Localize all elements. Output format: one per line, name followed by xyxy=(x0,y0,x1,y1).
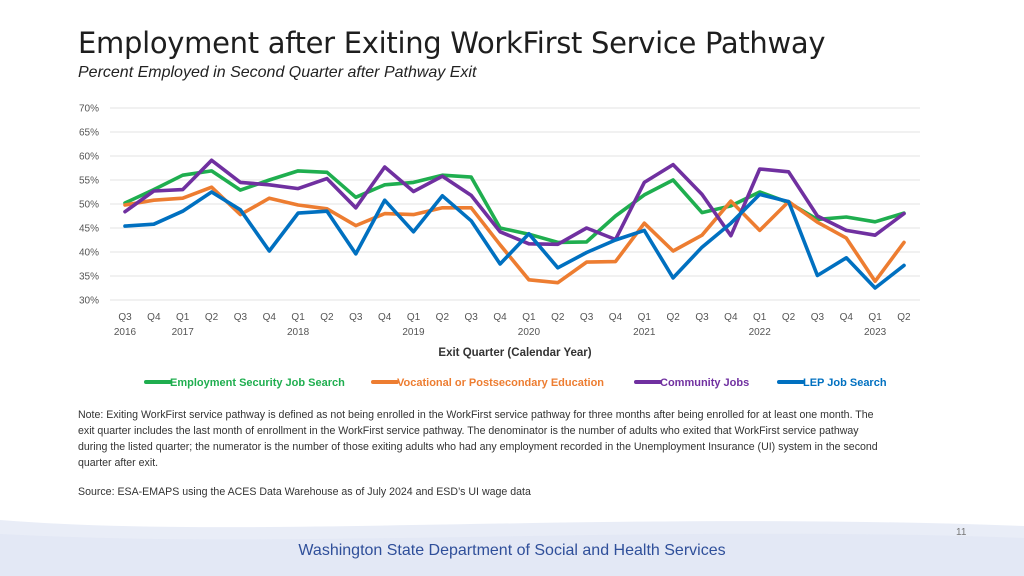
x-tick-label: Q4 xyxy=(378,312,392,323)
x-year-label: 2017 xyxy=(172,327,195,338)
x-year-label: 2021 xyxy=(633,327,656,338)
x-year-label: 2018 xyxy=(287,327,310,338)
chart-subtitle: Percent Employed in Second Quarter after… xyxy=(78,64,477,81)
x-tick-label: Q2 xyxy=(551,312,565,323)
x-tick-label: Q4 xyxy=(609,312,623,323)
x-tick-label: Q1 xyxy=(868,312,882,323)
x-year-label: 2022 xyxy=(749,327,772,338)
footer-organization: Washington State Department of Social an… xyxy=(298,542,726,559)
y-tick-label: 30% xyxy=(79,296,99,307)
page-number: 11 xyxy=(956,527,967,538)
x-tick-label: Q3 xyxy=(580,312,594,323)
x-tick-label: Q2 xyxy=(436,312,450,323)
x-tick-label: Q4 xyxy=(724,312,738,323)
grid-lines xyxy=(110,107,920,301)
x-tick-label: Q2 xyxy=(666,312,680,323)
x-tick-label: Q1 xyxy=(638,312,652,323)
page-title: Employment after Exiting WorkFirst Servi… xyxy=(78,26,826,60)
legend-label-vocational-or-postsecondary-education: Vocational or Postsecondary Education xyxy=(397,377,604,389)
x-tick-label: Q2 xyxy=(782,312,796,323)
y-tick-label: 65% xyxy=(79,128,99,139)
x-tick-label: Q3 xyxy=(234,312,248,323)
legend-label-community-jobs: Community Jobs xyxy=(660,377,749,389)
x-tick-label: Q1 xyxy=(407,312,421,323)
x-tick-label: Q2 xyxy=(897,312,911,323)
y-tick-label: 40% xyxy=(79,248,99,259)
x-year-label: 2023 xyxy=(864,327,887,338)
x-tick-label: Q1 xyxy=(522,312,536,323)
x-axis-ticks: Q3 Q4 Q1 Q2 Q3 Q4 Q1 Q2 Q3 Q4 Q1 Q2 Q3 Q4 Q1 Q2 Q3 Q4 Q1 Q2… xyxy=(114,312,911,338)
series-lines xyxy=(123,158,906,290)
y-tick-label: 50% xyxy=(79,200,99,211)
x-tick-label: Q3 xyxy=(695,312,709,323)
footnote: Note: Exiting WorkFirst service pathway … xyxy=(78,409,878,469)
series-line-vocational-or-postsecondary-education xyxy=(123,185,906,285)
x-axis-label: Exit Quarter (Calendar Year) xyxy=(438,347,591,359)
x-tick-label: Q3 xyxy=(465,312,479,323)
x-tick-label: Q4 xyxy=(840,312,854,323)
x-tick-label: Q2 xyxy=(205,312,219,323)
x-year-label: 2016 xyxy=(114,327,137,338)
x-tick-label: Q3 xyxy=(349,312,363,323)
x-tick-label: Q4 xyxy=(147,312,161,323)
y-tick-label: 45% xyxy=(79,224,99,235)
legend-label-lep-job-search: LEP Job Search xyxy=(803,377,887,389)
x-tick-label: Q1 xyxy=(291,312,305,323)
x-year-label: 2020 xyxy=(518,327,541,338)
series-line-lep-job-search xyxy=(123,190,906,290)
x-tick-label: Q4 xyxy=(263,312,277,323)
x-tick-label: Q2 xyxy=(320,312,334,323)
line-chart: 70% 65% 60% 55% 50% 45% 40% 35% 30% Q3 Q4 Q1 Q2 Q3 Q4… xyxy=(79,104,920,389)
y-tick-label: 55% xyxy=(79,176,99,187)
y-axis-ticks: 70% 65% 60% 55% 50% 45% 40% 35% 30% xyxy=(79,104,99,307)
y-tick-label: 70% xyxy=(79,104,99,115)
y-tick-label: 35% xyxy=(79,272,99,283)
series-line-community-jobs xyxy=(123,158,906,247)
source-note: Source: ESA-EMAPS using the ACES Data Wa… xyxy=(78,486,531,498)
x-tick-label: Q4 xyxy=(493,312,507,323)
legend: Employment Security Job Search Vocational… xyxy=(144,377,887,389)
footer-wave-decoration xyxy=(0,520,1024,576)
x-tick-label: Q3 xyxy=(118,312,132,323)
x-tick-label: Q1 xyxy=(753,312,767,323)
legend-label-employment-security-job-search: Employment Security Job Search xyxy=(170,377,345,389)
y-tick-label: 60% xyxy=(79,152,99,163)
x-year-label: 2019 xyxy=(402,327,425,338)
x-tick-label: Q3 xyxy=(811,312,825,323)
x-tick-label: Q1 xyxy=(176,312,190,323)
